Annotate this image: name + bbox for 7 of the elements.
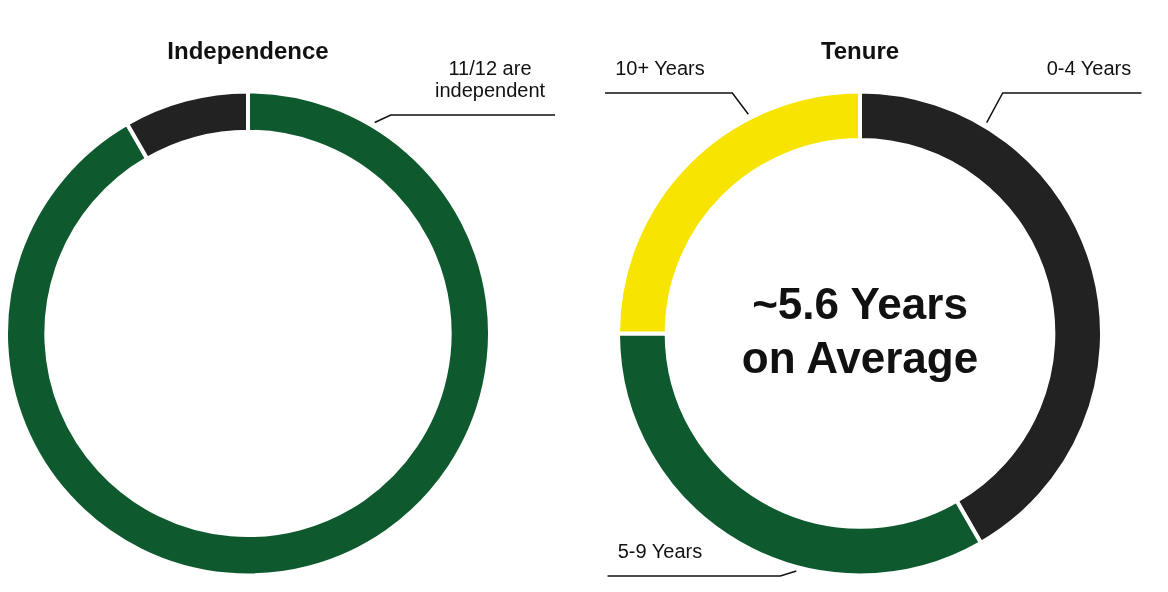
slice-label: 0-4 Years [1046, 57, 1132, 79]
slice-label: 10+ Years [615, 57, 705, 79]
chart-title: Independence [167, 37, 329, 65]
text: ~5.6 Years on Average [741, 278, 979, 382]
slice-label: 11/12 are independent [434, 57, 546, 101]
chart-title: Tenure [820, 37, 900, 65]
slice-label: 5-9 Years [617, 540, 703, 562]
